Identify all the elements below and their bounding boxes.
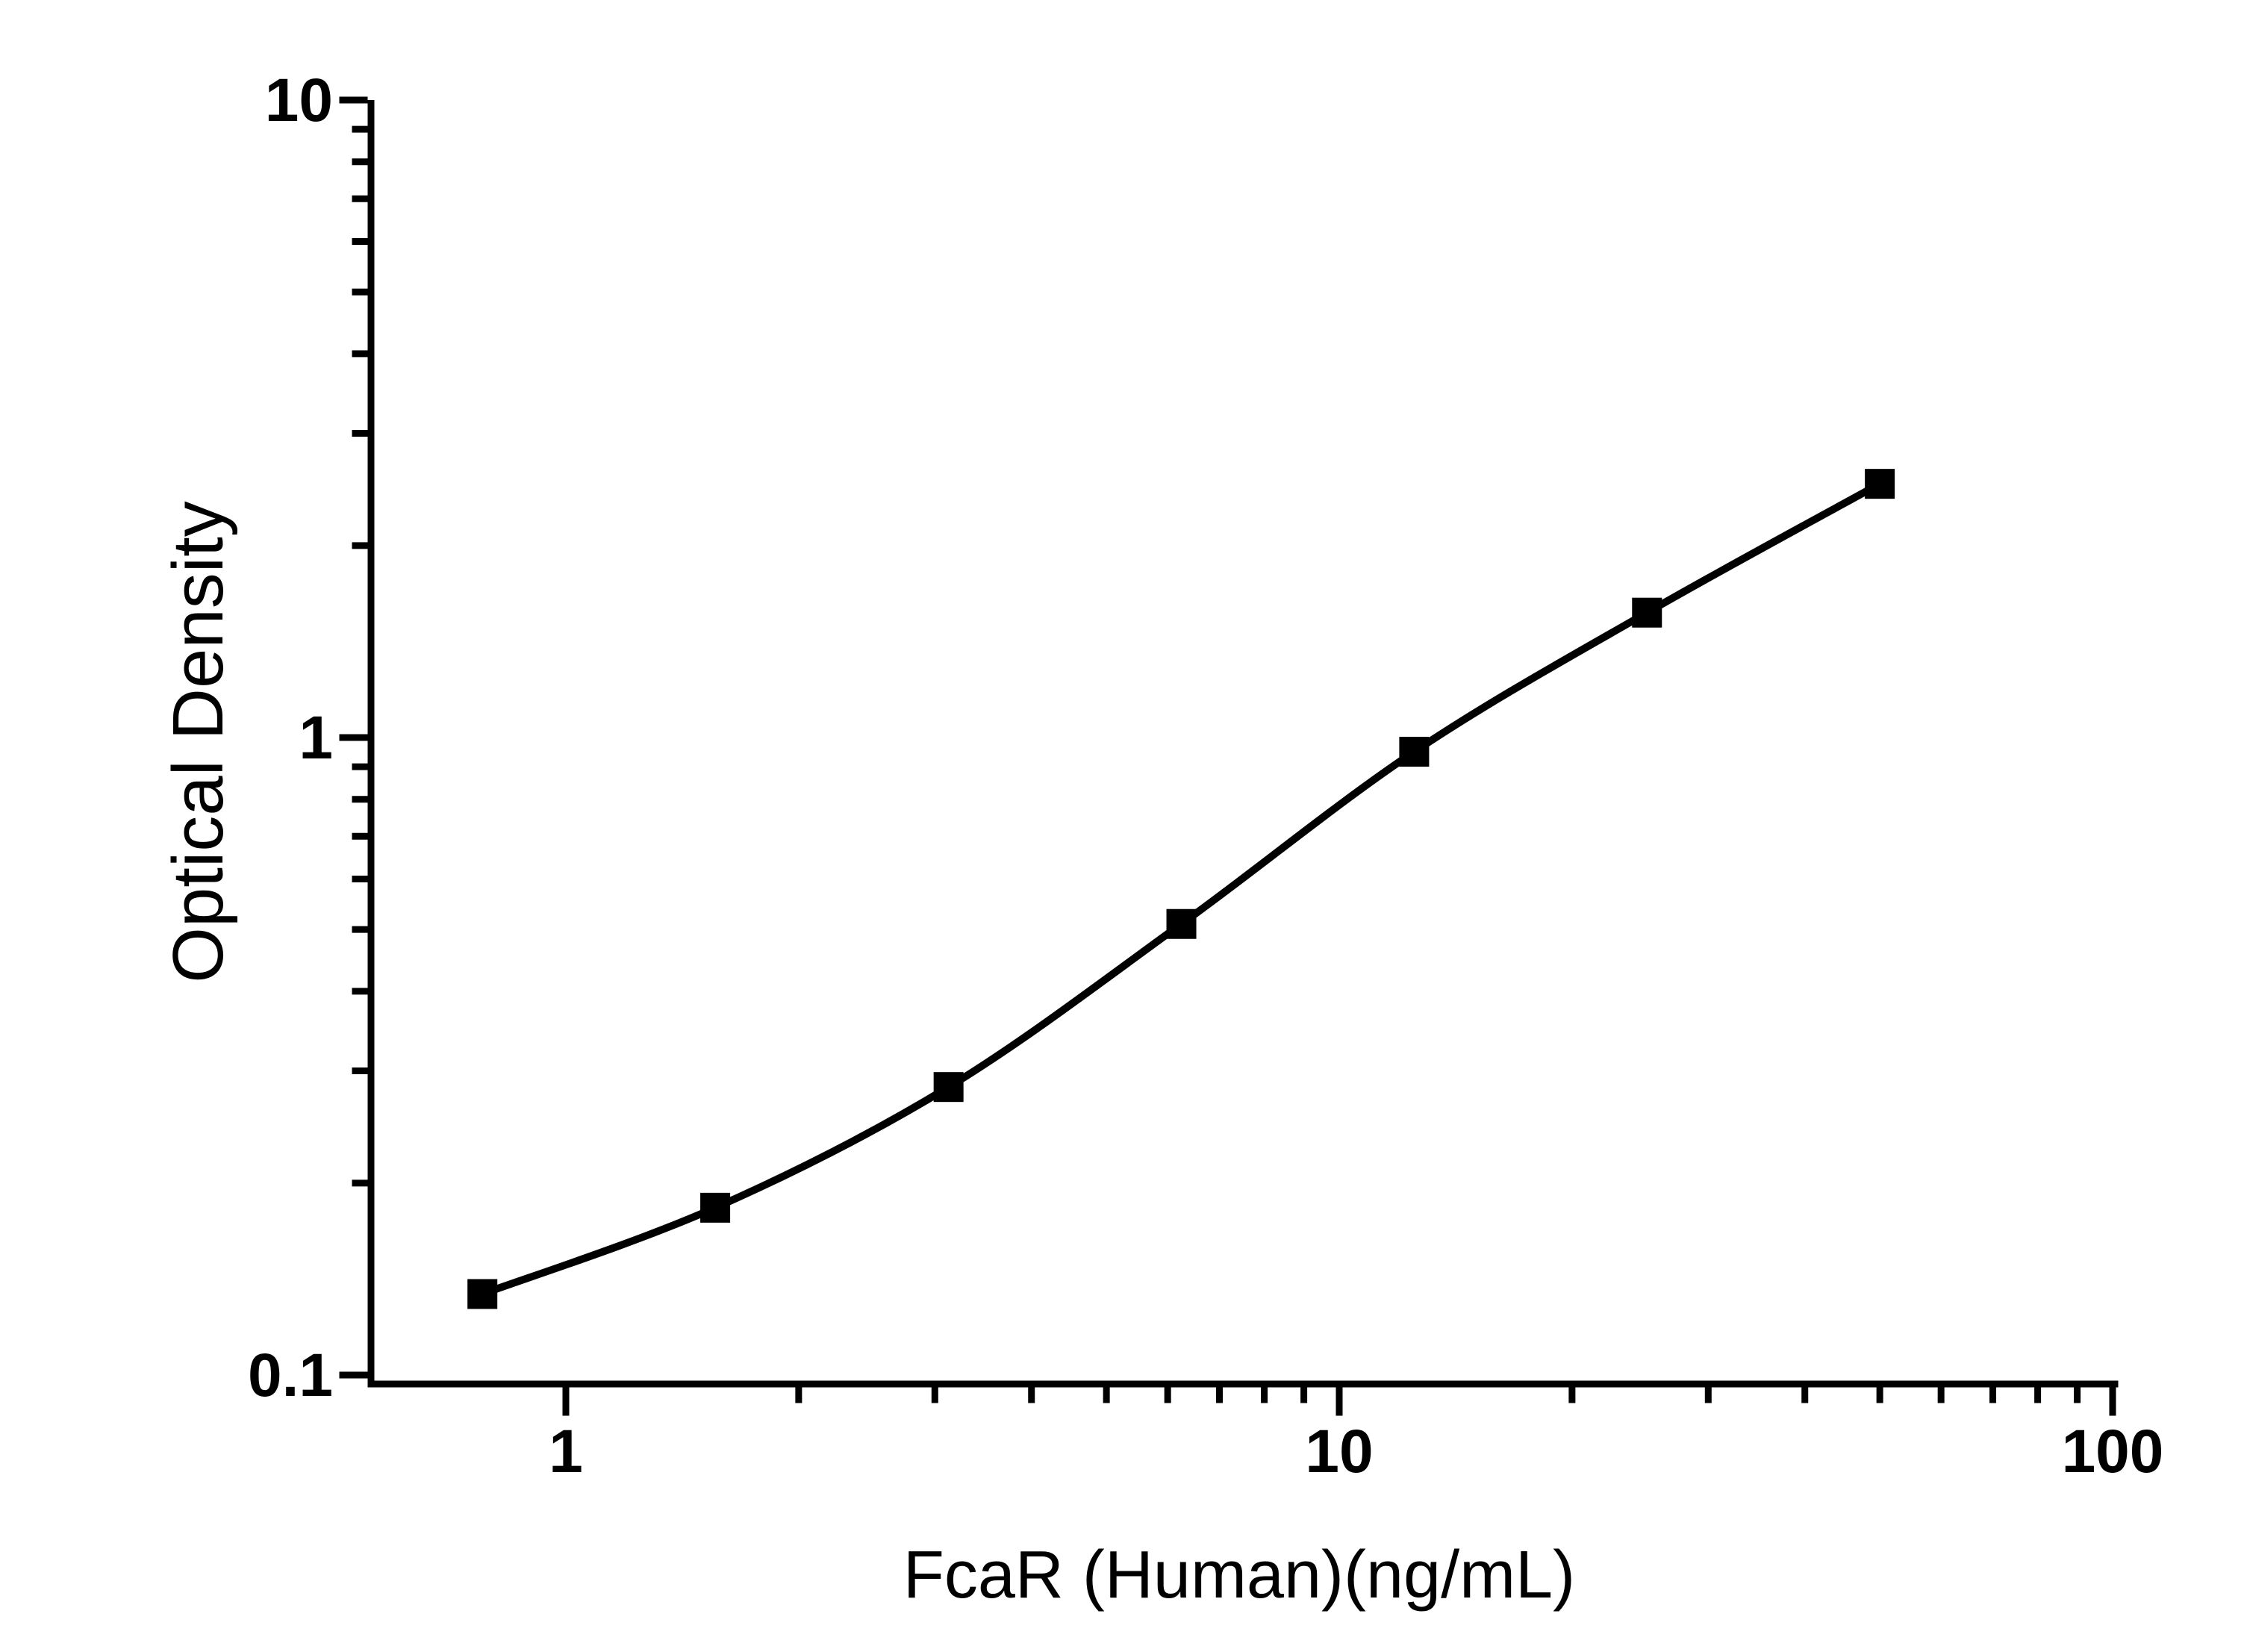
data-point-marker bbox=[1865, 469, 1895, 499]
data-point-marker bbox=[700, 1192, 731, 1223]
axis-frame bbox=[367, 100, 2119, 1388]
data-point-marker bbox=[1399, 737, 1430, 767]
y-tick-label: 0.1 bbox=[248, 1341, 333, 1409]
data-point-marker bbox=[467, 1279, 498, 1309]
data-point-marker bbox=[1166, 908, 1197, 939]
x-tick-label: 10 bbox=[1305, 1418, 1373, 1486]
fit-curve bbox=[481, 480, 1882, 1298]
data-point-marker bbox=[933, 1072, 964, 1103]
data-point-marker bbox=[1632, 597, 1662, 628]
x-tick-label: 1 bbox=[549, 1418, 583, 1486]
plot-area: 1 10 100 0.1 1 10 bbox=[248, 66, 2163, 1486]
x-tick-label: 100 bbox=[2062, 1418, 2164, 1486]
y-tick-label: 1 bbox=[299, 704, 333, 772]
y-axis-title: Optical Density bbox=[158, 501, 238, 983]
y-tick-label: 10 bbox=[265, 66, 333, 134]
x-axis-title: FcaR (Human)(ng/mL) bbox=[903, 1538, 1575, 1612]
